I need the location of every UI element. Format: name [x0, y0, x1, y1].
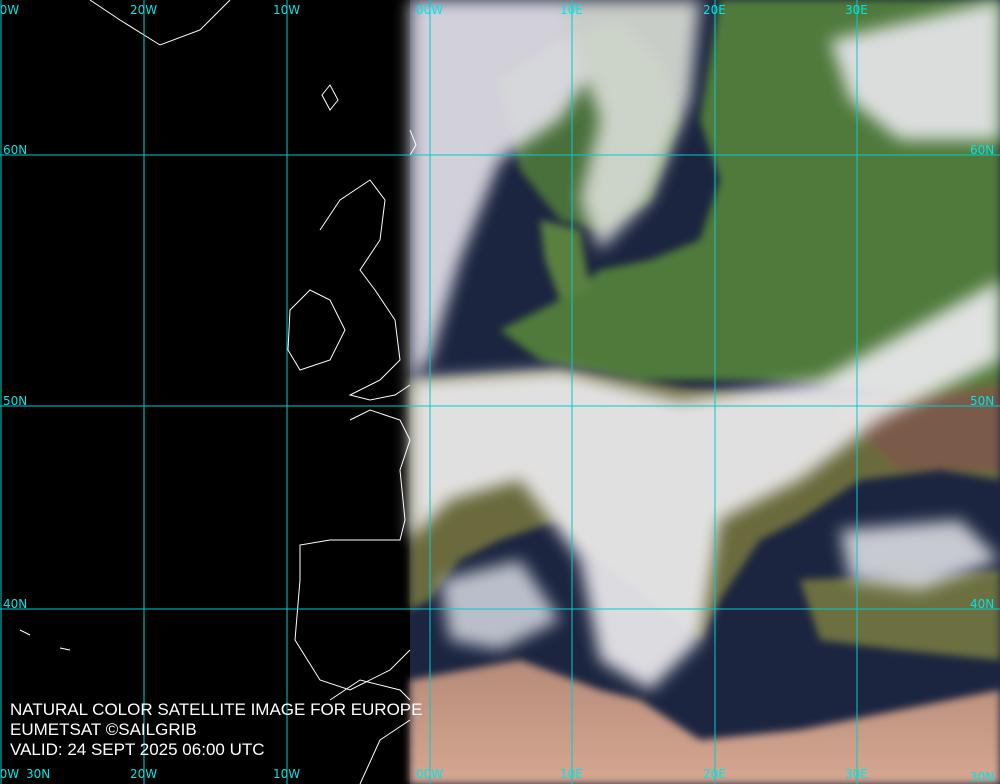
lat-label-right: 40N: [970, 597, 995, 611]
lat-label-left: 60N: [3, 143, 28, 157]
lon-label-bottom: 20E: [703, 767, 726, 781]
coastlines: [19, 0, 417, 784]
lon-label-top: 00W: [416, 3, 444, 17]
caption-credit: EUMETSAT ©SAILGRIB: [10, 720, 197, 739]
lon-label-bottom: 20W: [130, 767, 158, 781]
lat-label-left: 30N: [26, 767, 51, 781]
lon-label-bottom: 10E: [560, 767, 583, 781]
satellite-image-region: [410, 0, 1000, 784]
lon-label-top: 20W: [130, 3, 158, 17]
caption-valid-time: VALID: 24 SEPT 2025 06:00 UTC: [10, 740, 265, 759]
lon-label-top: 30E: [845, 3, 868, 17]
lat-label-left: 50N: [3, 394, 28, 408]
lon-label-bottom: 10W: [273, 767, 301, 781]
lon-label-top: 10W: [273, 3, 301, 17]
lon-label-bottom: 00W: [416, 767, 444, 781]
lat-label-right: 50N: [970, 394, 995, 408]
lat-label-left: 40N: [3, 597, 28, 611]
lat-label-right: 30N: [970, 770, 995, 784]
caption-title: NATURAL COLOR SATELLITE IMAGE FOR EUROPE: [10, 700, 423, 719]
lon-label-top: 30W: [0, 3, 20, 17]
lon-label-bottom: 30E: [845, 767, 868, 781]
lon-label-top: 10E: [560, 3, 583, 17]
lon-label-bottom: 30W: [0, 767, 20, 781]
lon-label-top: 20E: [703, 3, 726, 17]
lat-label-right: 60N: [970, 143, 995, 157]
map-caption: NATURAL COLOR SATELLITE IMAGE FOR EUROPE…: [10, 700, 422, 760]
